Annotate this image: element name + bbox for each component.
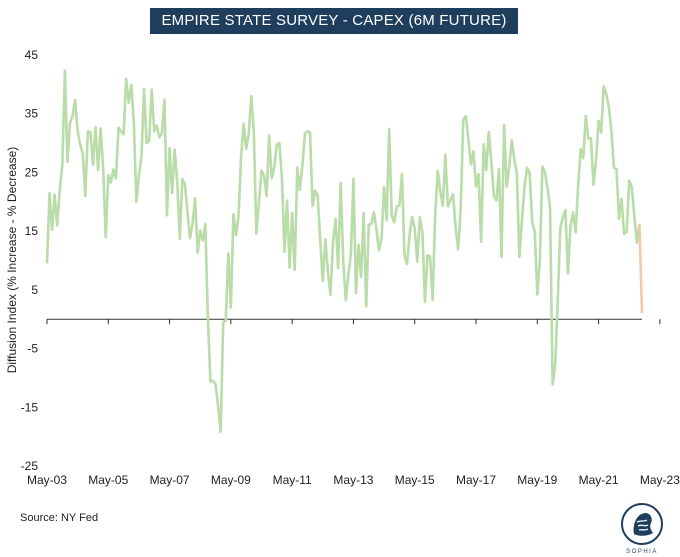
x-tick-label: May-11 bbox=[273, 473, 312, 487]
chart-title: EMPIRE STATE SURVEY - CAPEX (6M FUTURE) bbox=[150, 8, 518, 34]
x-tick-label: May-21 bbox=[579, 473, 619, 487]
y-tick-label: 25 bbox=[25, 165, 39, 179]
x-tick-label: May-19 bbox=[517, 473, 557, 487]
y-tick-label: 35 bbox=[25, 107, 39, 121]
x-tick-labels: May-03 May-05 May-07 May-09 May-11 May-13 May-… bbox=[27, 473, 680, 487]
x-tick-label: May-03 bbox=[27, 473, 67, 487]
y-tick-label: 5 bbox=[31, 283, 38, 297]
x-tick-label: May-23 bbox=[640, 473, 680, 487]
y-tick-label: 15 bbox=[25, 224, 39, 238]
y-tick-label: -5 bbox=[27, 342, 38, 356]
svg-text:SOPHIA: SOPHIA bbox=[626, 549, 658, 555]
x-axis bbox=[46, 318, 661, 325]
x-tick-label: May-05 bbox=[88, 473, 128, 487]
source-note: Source: NY Fed bbox=[20, 512, 99, 524]
y-tick-label: 45 bbox=[25, 48, 39, 62]
series-lines bbox=[45, 69, 644, 434]
y-tick-label: -15 bbox=[21, 400, 39, 414]
x-tick-label: May-17 bbox=[456, 473, 496, 487]
x-tick-label: May-15 bbox=[395, 473, 435, 487]
series-line bbox=[45, 69, 641, 434]
latest-segment bbox=[638, 224, 644, 314]
y-tick-label: -25 bbox=[21, 459, 39, 473]
y-tick-labels: 45 35 25 15 5 -5 -15 -25 bbox=[21, 48, 39, 473]
x-tick-label: May-09 bbox=[211, 473, 251, 487]
sophia-logo: SOPHIA bbox=[621, 503, 663, 555]
x-tick-label: May-07 bbox=[150, 473, 190, 487]
x-tick-label: May-13 bbox=[333, 473, 373, 487]
